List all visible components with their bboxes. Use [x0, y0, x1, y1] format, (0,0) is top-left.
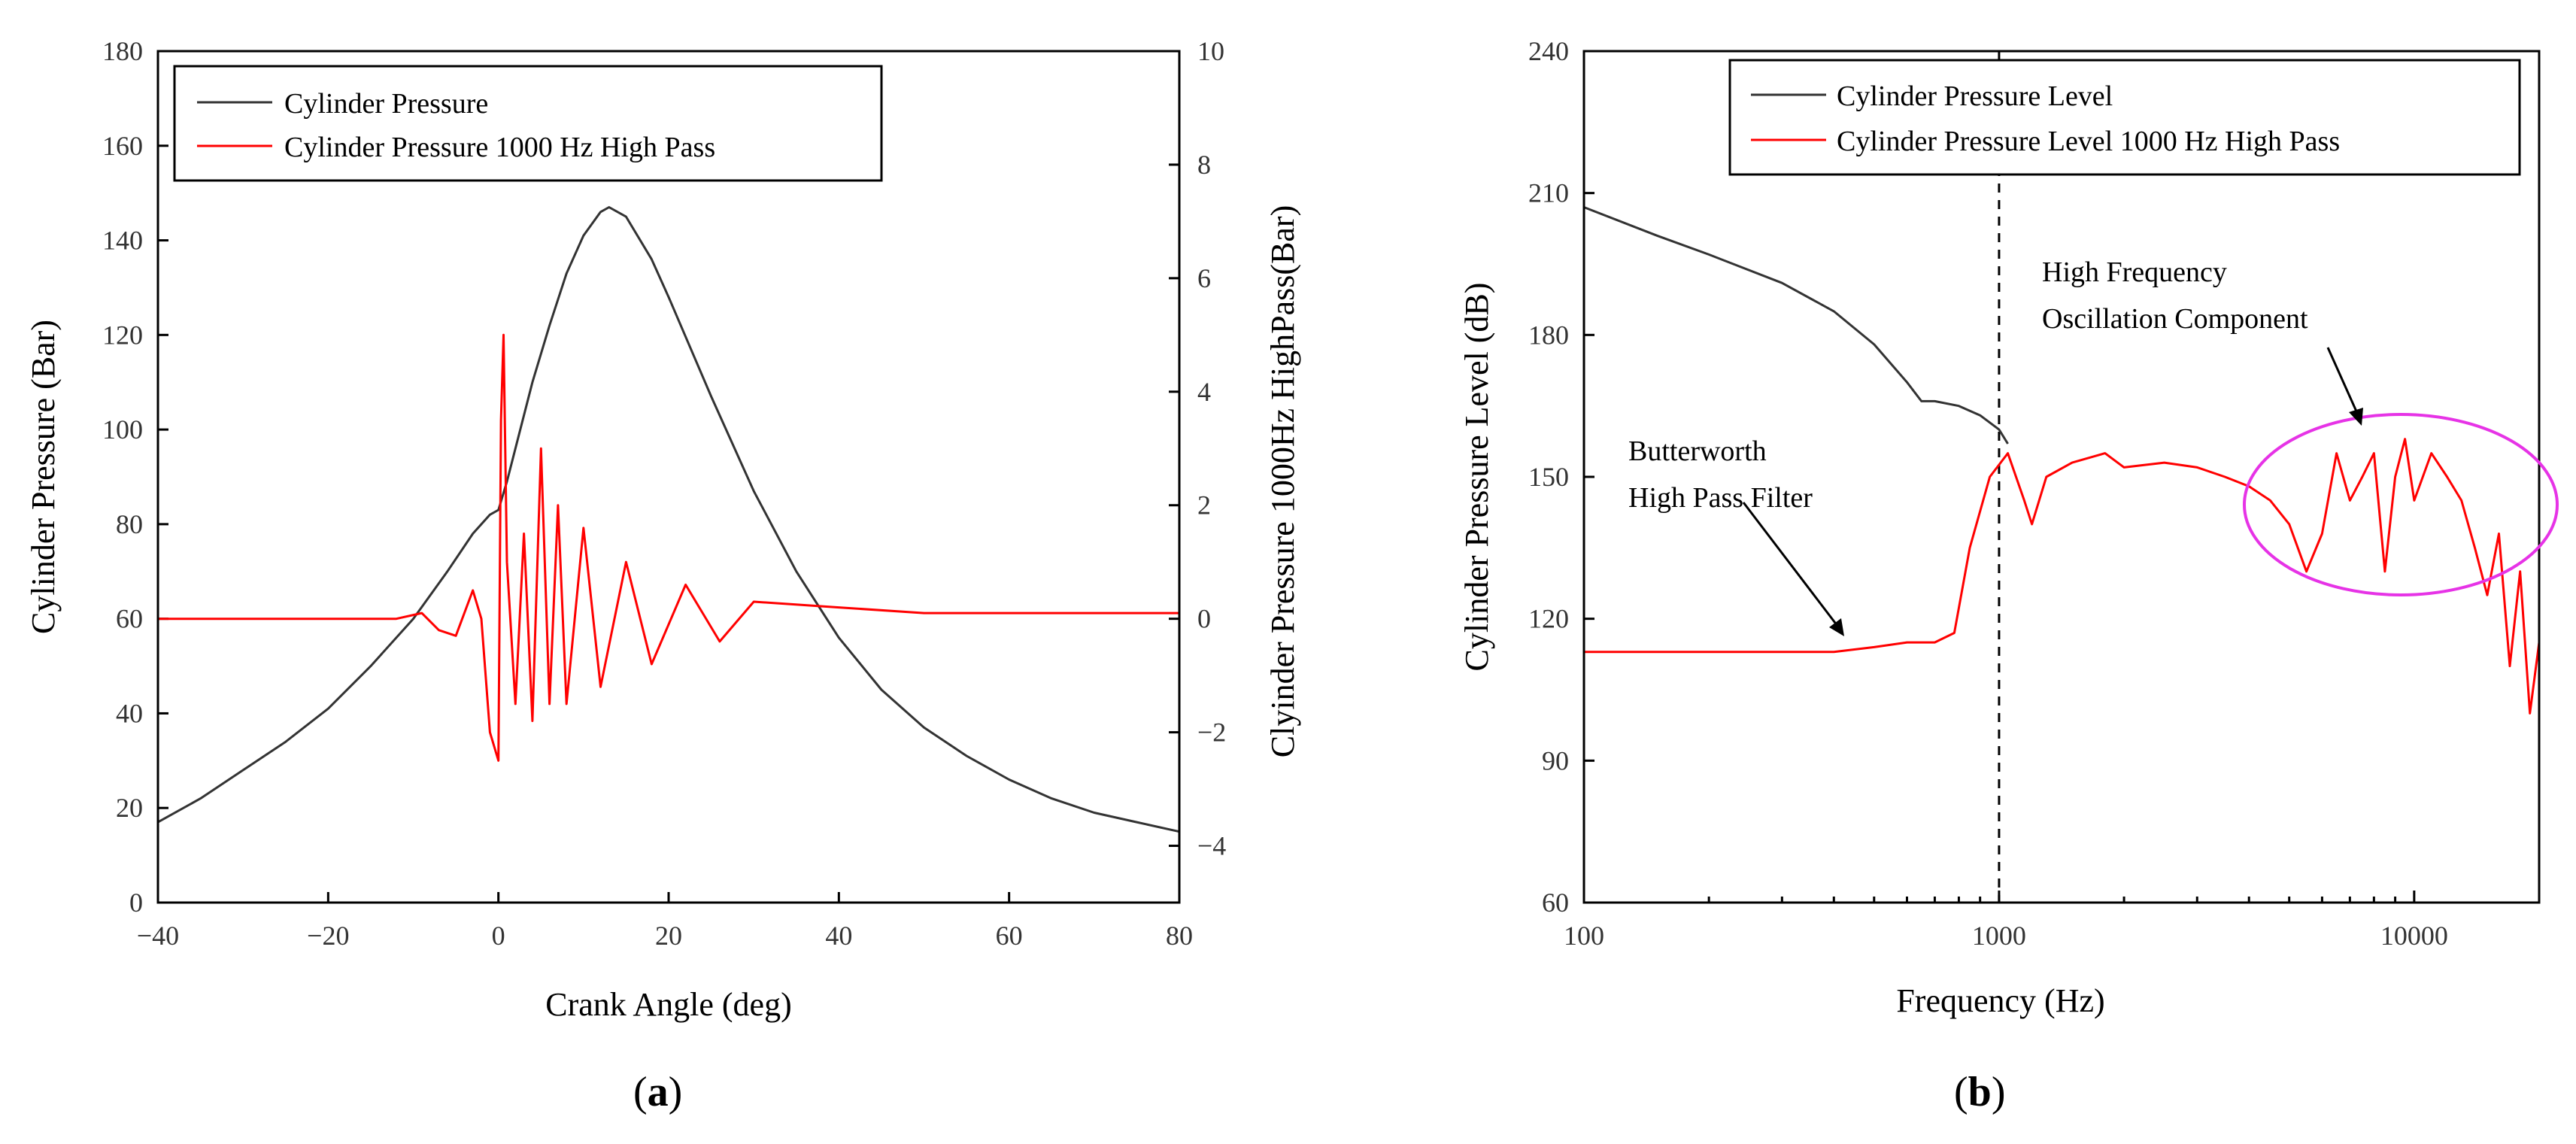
panel-a-y-tick-label: 40: [116, 698, 143, 728]
panel-a-y-tick-label: 100: [102, 414, 143, 445]
panel-b-y-tick-label: 90: [1542, 745, 1569, 775]
panel-a-y-tick-label: 160: [102, 131, 143, 161]
legend-label-high-pass: Cylinder Pressure 1000 Hz High Pass: [284, 132, 715, 163]
panel-b-y-tick-label: 60: [1542, 888, 1569, 918]
legend-label-cylinder-pressure: Cylinder Pressure: [284, 88, 488, 120]
panel-b-series-pressure-level: [1583, 206, 2009, 445]
panel-a-y2-tick-label: 10: [1197, 36, 1224, 66]
legend-label-pressure-level: Cylinder Pressure Level: [1837, 80, 2113, 112]
panel-a-series-high-pass: [158, 333, 1179, 762]
legend-label-pressure-level-high-pass: Cylinder Pressure Level 1000 Hz High Pas…: [1837, 126, 2340, 157]
panel-b-lines: [1583, 51, 2541, 903]
panel-a-y2-tick-label: 8: [1197, 150, 1211, 180]
panel-b-y-tick-label: 210: [1528, 178, 1569, 208]
panel-a-lines: [157, 206, 1180, 833]
panel-b-x-axis-title: Frequency (Hz): [1896, 982, 2104, 1019]
panel-b-y-axis-title: Cylinder Pressure Level (dB): [1458, 283, 1495, 672]
panel-a-x-tick-label: 40: [825, 921, 852, 951]
panel-a-label: (a): [633, 1069, 682, 1115]
panel-b-legend: Cylinder Pressure Level Cylinder Pressur…: [1728, 59, 2521, 176]
annotation-butterworth-line2: High Pass Filter: [1628, 482, 1813, 514]
panel-b-letter: b: [1968, 1069, 1992, 1115]
panel-a-y2-tick-label: −2: [1197, 718, 1226, 748]
panel-b-y-tick-label: 120: [1528, 604, 1569, 634]
panel-a-legend-box: [173, 65, 883, 182]
panel-a-x-tick-label: 0: [492, 921, 505, 951]
panel-a-y-tick-label: 20: [116, 793, 143, 823]
panel-a-y-tick-label: 60: [116, 604, 143, 634]
panel-a-x-tick-label: 80: [1166, 921, 1193, 951]
panel-a-y-tick-label: 140: [102, 226, 143, 256]
panel-a-y2-tick-label: 6: [1197, 263, 1211, 293]
panel-a-plot-frame: [156, 50, 1181, 904]
panel-a-x-tick-label: 20: [655, 921, 682, 951]
panel-b-legend-box: [1728, 59, 2521, 176]
high-frequency-ellipse: [2243, 413, 2559, 596]
panel-a-y2-tick-label: −4: [1197, 831, 1226, 861]
panel-a-y2-axis-title: Clyinder Pressure 1000Hz HighPass(Bar): [1264, 205, 1301, 757]
panel-b-y-tick-label: 150: [1528, 462, 1569, 492]
annotation-high-frequency-line2: Oscillation Component: [2042, 303, 2308, 335]
panel-a-x-tick-label: −20: [307, 921, 349, 951]
panel-a-y-tick-label: 80: [116, 509, 143, 539]
panel-b-x-tick-label: 1000: [1972, 921, 2026, 951]
panel-b-series-pressure-level-high-pass: [1584, 438, 2541, 715]
panel-b-x-tick-label: 10000: [2380, 921, 2448, 951]
panel-a-y-tick-label: 0: [129, 888, 143, 918]
panel-a-x-tick-label: 60: [996, 921, 1023, 951]
annotation-arrow-butterworth: [1742, 502, 1844, 636]
panel-a-chart: −40 −20 0 20 40 60 80020406080100120140160180−…: [25, 36, 1301, 1115]
panel-b-chart: 100 1000 10000 60 90 120 150 180 210 240 High Fre…: [1458, 36, 2559, 1115]
panel-b-y-tick-label: 240: [1528, 36, 1569, 66]
annotation-high-frequency-line1: High Frequency: [2042, 256, 2227, 288]
panel-a-y-tick-label: 180: [102, 36, 143, 66]
panel-a-x-axis-title: Crank Angle (deg): [545, 986, 791, 1023]
panel-b-y-tick-label: 180: [1528, 320, 1569, 350]
panel-a-y-axis-title: Cylinder Pressure (Bar): [25, 320, 62, 634]
panel-a-series-cylinder-pressure: [157, 206, 1180, 833]
panel-b-x-tick-label: 100: [1564, 921, 1604, 951]
panel-a-y2-tick-label: 2: [1197, 490, 1211, 520]
panel-b-plot-frame: [1582, 50, 2541, 904]
annotation-arrow-high-frequency: [2326, 347, 2363, 426]
panel-a-y2-tick-label: 4: [1197, 377, 1211, 407]
panel-a-x-tick-label: −40: [137, 921, 179, 951]
panel-a-y-tick-label: 120: [102, 320, 143, 350]
panel-b-label: (b): [1954, 1069, 2005, 1115]
annotation-butterworth-line1: Butterworth: [1628, 435, 1767, 467]
panel-a-y2-tick-label: 0: [1197, 604, 1211, 634]
panel-a-letter: a: [648, 1069, 669, 1115]
panel-a-legend: Cylinder Pressure Cylinder Pressure 1000…: [173, 65, 883, 182]
